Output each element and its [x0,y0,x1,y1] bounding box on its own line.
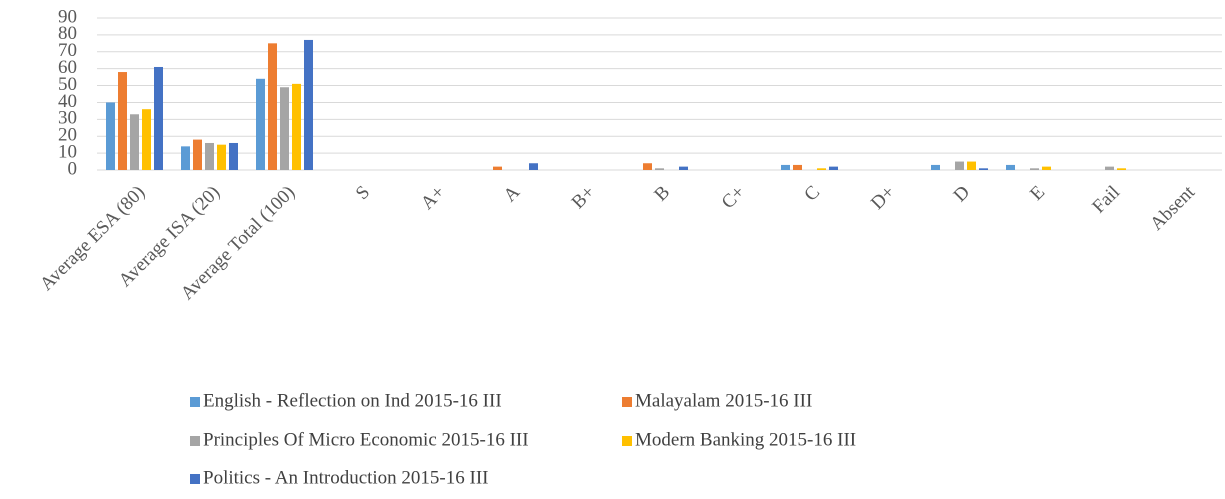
x-tick-label: D+ [867,182,899,214]
bar [130,114,139,170]
x-tick-label: C+ [718,182,749,213]
bar [229,142,238,170]
y-tick-label: 0 [68,158,78,179]
x-tick-label: D [950,182,975,207]
bar [205,142,214,170]
bar [106,102,115,170]
bar [931,164,940,170]
x-tick-label: S [352,182,374,204]
bar [304,39,313,171]
bar [280,87,289,170]
bar [154,66,163,170]
bar [292,83,301,170]
bar [679,166,688,170]
y-tick-label: 60 [58,57,77,78]
bar [1030,168,1039,170]
x-tick-label: B [650,182,674,206]
bar [493,166,502,170]
bar [967,161,976,170]
bar [181,146,190,170]
bar [643,163,652,170]
legend-label: Malayalam 2015-16 III [635,390,812,411]
bar [793,164,802,170]
legend-swatch [622,436,632,446]
bar [829,166,838,170]
y-tick-label: 70 [58,40,77,61]
legend-label: Principles Of Micro Economic 2015-16 III [203,429,529,450]
legend-swatch [190,436,200,446]
y-tick-label: 90 [58,6,77,27]
bar [256,78,265,170]
x-tick-label: A+ [417,182,449,214]
legend: English - Reflection on Ind 2015-16 III M… [190,390,856,488]
bar [1042,166,1051,170]
bar [979,168,988,170]
y-tick-label: 10 [58,141,77,162]
y-tick-label: 50 [58,74,77,95]
bar [118,72,127,170]
bar [955,161,964,170]
y-tick-label: 20 [58,125,77,146]
x-tick-label: Fail [1088,182,1124,218]
legend-swatch [622,397,632,407]
bar [193,139,202,170]
y-tick-label: 30 [58,108,77,129]
x-tick-label: Absent [1146,181,1199,234]
bar [1006,164,1015,170]
legend-label: Politics - An Introduction 2015-16 III [203,467,489,488]
x-tick-label: A [500,182,525,207]
bar [817,168,826,170]
y-tick-label: 40 [58,91,77,112]
bar [529,163,538,170]
legend-swatch [190,397,200,407]
bar [781,164,790,170]
y-tick-label: 80 [58,23,77,44]
legend-label: Modern Banking 2015-16 III [635,429,856,450]
x-tick-label: C [800,182,824,206]
bar [217,144,226,170]
x-tick-label: E [1026,182,1049,205]
bar [1117,168,1126,170]
legend-swatch [190,474,200,484]
bar [1105,166,1114,170]
bar [655,168,664,170]
bar [142,109,151,170]
bar [268,43,277,171]
x-tick-label: B+ [568,182,599,213]
legend-label: English - Reflection on Ind 2015-16 III [203,390,502,411]
